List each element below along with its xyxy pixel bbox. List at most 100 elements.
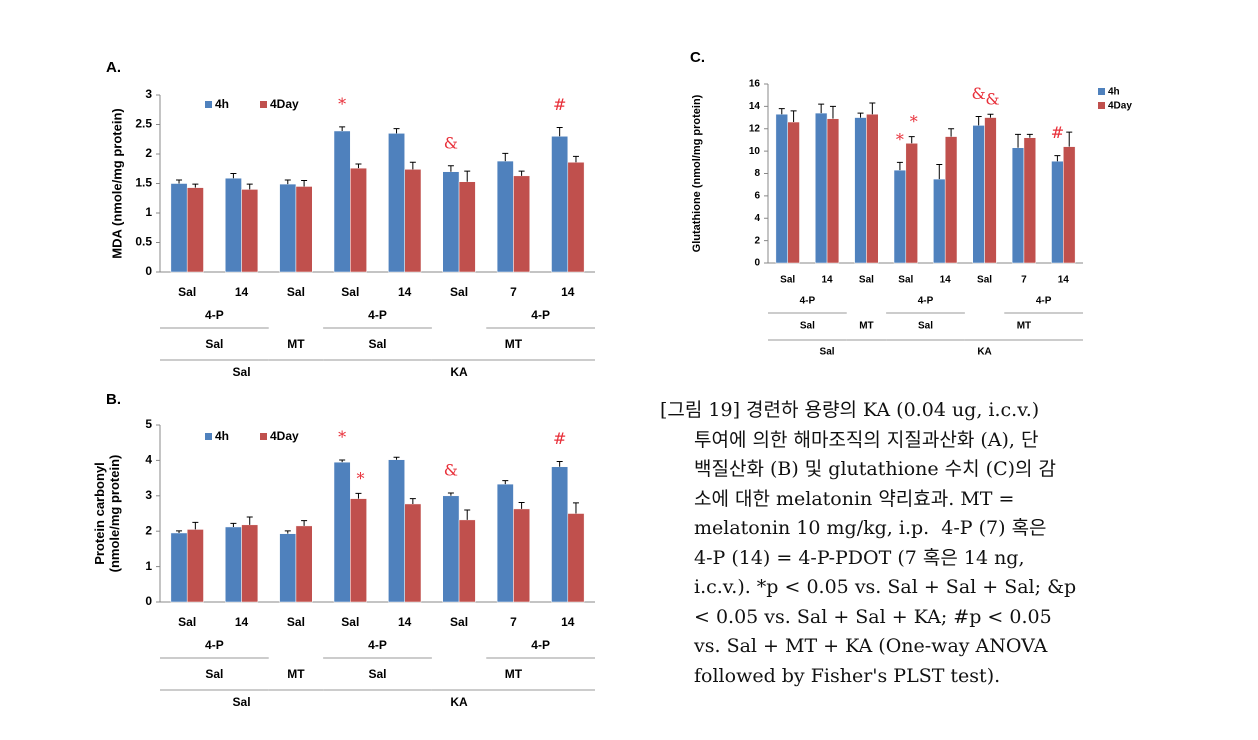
x-tick-label: Sal [859, 275, 874, 286]
bar [893, 169, 907, 264]
legend-label: 4h [215, 429, 229, 443]
bar [241, 524, 259, 603]
error-bar [393, 456, 400, 460]
error-bar [464, 170, 471, 182]
panel-label: B. [106, 391, 121, 408]
bar [1023, 137, 1036, 264]
group-label: 4-P [368, 638, 387, 652]
error-bar [572, 502, 579, 514]
panel-label: A. [106, 59, 121, 76]
x-tick-label: Sal [287, 285, 305, 299]
bar [1051, 160, 1064, 264]
bar [944, 136, 958, 264]
significance-mark: * [338, 94, 346, 113]
group-label: Sal [233, 695, 251, 709]
bar [295, 186, 313, 273]
bar [854, 117, 867, 264]
error-bar [176, 179, 183, 184]
group-label: MT [505, 667, 523, 681]
x-tick-label: 14 [1058, 275, 1070, 286]
error-bar [192, 521, 199, 530]
error-bar [556, 460, 563, 467]
bar [333, 461, 351, 603]
y-tick-label: 0.5 [135, 235, 152, 249]
group-label: Sal [368, 667, 386, 681]
group-label: 4-P [368, 308, 387, 322]
caption-line: < 0.05 vs. Sal + Sal + KA; #p < 0.05 [694, 605, 1052, 628]
bar [170, 183, 188, 273]
x-tick-label: Sal [977, 275, 992, 286]
y-tick-label: 4 [145, 453, 152, 467]
x-tick-label: 14 [940, 275, 952, 286]
bar [350, 498, 367, 603]
y-tick-label: 5 [145, 417, 152, 431]
error-bar [355, 163, 362, 169]
error-bar [1054, 155, 1061, 162]
error-bar [518, 170, 525, 176]
bar [905, 143, 918, 264]
bar [775, 113, 788, 264]
error-bar [230, 522, 237, 527]
bar [787, 121, 800, 264]
group-label: 4-P [205, 638, 224, 652]
error-bar [464, 509, 471, 520]
x-tick-label: 7 [510, 285, 517, 299]
group-label: MT [287, 337, 305, 351]
error-bar [1026, 133, 1033, 138]
significance-mark: & [444, 460, 458, 479]
caption: [그림 19] 경련하 용량의 KA (0.04 ug, i.c.v.) 투여에 … [660, 396, 1190, 691]
bar [225, 177, 242, 273]
y-tick-label: 0 [145, 264, 152, 278]
caption-line: [그림 19] 경련하 용량의 KA (0.04 ug, i.c.v.) [660, 399, 1040, 421]
error-bar [284, 179, 291, 185]
y-tick-label: 12 [749, 123, 761, 134]
bar [388, 459, 405, 603]
bar [442, 495, 460, 603]
error-bar [301, 520, 308, 526]
significance-mark: # [1051, 123, 1064, 142]
error-bar [1066, 131, 1073, 147]
error-bar [975, 115, 982, 126]
group-label: 4-P [918, 296, 934, 307]
caption-line: 백질산화 (B) 및 glutathione 수치 (C)의 감 [694, 458, 1057, 480]
y-tick-label: 0 [754, 258, 760, 269]
group-label: KA [450, 365, 468, 379]
bar [279, 183, 297, 273]
legend-label: 4Day [270, 97, 299, 111]
caption-line: melatonin 10 mg/kg, i.p. 4-P (7) 혹은 [694, 517, 1047, 539]
error-bar [556, 126, 563, 137]
error-bar [518, 502, 525, 509]
group-label: KA [977, 347, 991, 358]
x-tick-label: Sal [780, 275, 795, 286]
y-tick-label: 10 [749, 146, 761, 157]
bar [295, 525, 313, 603]
x-tick-label: 14 [398, 615, 412, 629]
bar [350, 167, 367, 273]
y-axis-label: Protein carbonyl [92, 462, 107, 565]
error-bar [409, 161, 416, 170]
significance-mark: & [985, 90, 999, 109]
significance-mark: # [553, 95, 566, 114]
y-tick-label: 16 [749, 79, 761, 90]
bar [551, 136, 569, 273]
x-tick-label: 7 [510, 615, 517, 629]
error-bar [246, 516, 253, 525]
bar [551, 466, 569, 603]
bar [186, 187, 204, 273]
bar [279, 533, 297, 603]
bar [333, 130, 351, 273]
x-tick-label: Sal [898, 275, 913, 286]
y-tick-label: 14 [749, 101, 761, 112]
error-bar [936, 164, 943, 180]
legend-swatch [205, 101, 212, 108]
group-label: 4-P [531, 638, 550, 652]
x-tick-label: 14 [561, 615, 575, 629]
legend-label: 4Day [270, 429, 299, 443]
panel-label: C. [690, 49, 705, 66]
group-label: 4-P [205, 308, 224, 322]
error-bar [284, 530, 291, 534]
significance-mark: * [356, 469, 364, 488]
x-tick-label: Sal [341, 285, 359, 299]
error-bar [502, 480, 509, 485]
